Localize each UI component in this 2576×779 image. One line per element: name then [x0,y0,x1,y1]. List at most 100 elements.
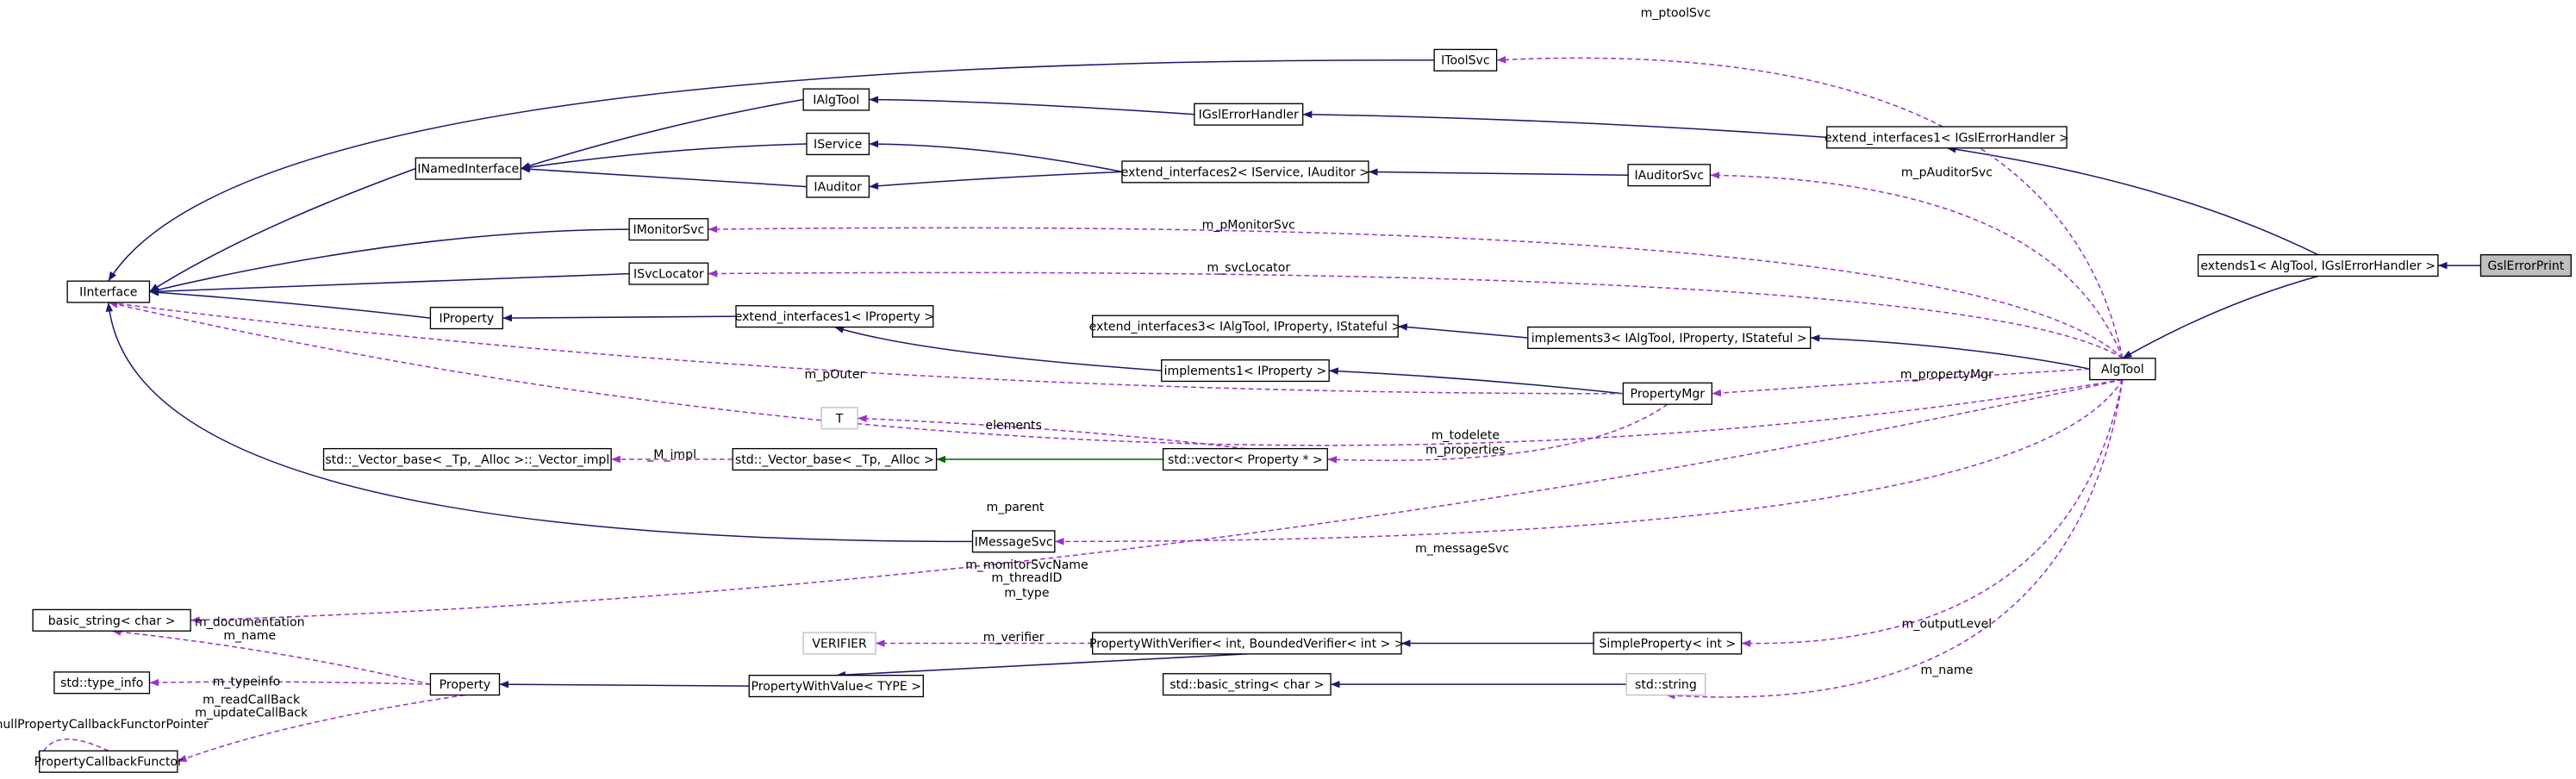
class-box [1622,382,1712,405]
edge-label: m_verifier [983,631,1045,645]
class-label: IToolSvc [1441,54,1490,68]
inheritance-edge [149,289,431,319]
edge-label: m_ptoolSvc [1641,6,1711,20]
class-label: extends1< AlgTool, IGslErrorHandler > [2200,259,2436,273]
usage-edge [1712,368,2090,397]
edge-label: elements [985,419,1041,433]
class-box [322,447,612,471]
class-box [1194,103,1304,126]
inheritance-edge [834,326,1162,371]
edge-label: m_name [223,629,276,643]
class-box [806,132,870,156]
class-box [415,157,521,180]
class-box [1091,632,1402,655]
inheritance-edge [869,96,1194,115]
class-label: IGslErrorHandler [1199,109,1299,122]
class-box [66,280,151,303]
class-box [802,632,876,655]
class-box [1121,160,1369,184]
inheritance-edge [2122,275,2318,359]
edge-label: m_typeinfo [213,675,281,689]
edge-label: m_outputLevel [1902,618,1992,632]
class-box [429,307,503,330]
class-box [2479,254,2572,277]
usage-edge [1710,171,2124,359]
class-label: IInterface [79,286,137,300]
class-label: std::string [1635,678,1697,692]
class-label: IMessageSvc [975,535,1053,549]
class-label: std::vector< Property * > [1168,453,1323,467]
usage-edge [1054,379,2124,545]
class-label: extend_interfaces2< IService, IAuditor > [1121,165,1369,179]
class-box [1162,447,1328,471]
edge-label: m_name [1921,664,1974,677]
class-label: IService [814,138,862,152]
class-box [1826,126,2068,149]
edge-label: _M_impl [646,448,696,462]
edge-label: m_parent [987,501,1045,514]
edge-label: m_svcLocator [1207,261,1290,275]
class-label: PropertyWithVerifier< int, BoundedVerifi… [1089,637,1405,651]
class-box [628,218,709,241]
inheritance-edge [1329,367,1624,395]
usage-edge [708,225,2124,359]
inheritance-edge [149,228,630,294]
class-label: PropertyMgr [1631,388,1706,402]
class-box [1625,673,1706,696]
edge-label: nullPropertyCallbackFunctorPointer [0,718,209,732]
class-label: implements3< IAlgTool, IProperty, IState… [1531,332,1807,346]
class-box [2089,358,2156,381]
inheritance-edge [108,59,1435,282]
class-box [806,175,870,198]
inheritance-edge [869,171,1123,190]
class-label: std::basic_string< char > [1169,678,1324,692]
usage-edge [108,300,1624,395]
edge-label: m_pOuter [804,368,864,382]
inheritance-edge [105,302,973,543]
usage-edge [190,378,2124,624]
usage-edge [149,678,431,687]
class-box [748,675,924,698]
class-box [2197,254,2439,277]
edge-label: m_todelete [1431,428,1500,442]
class-label: extend_interfaces3< IAlgTool, IProperty,… [1089,321,1402,334]
class-label: INamedInterface [417,163,519,177]
edge-label: m_propertyMgr [1900,368,1993,382]
class-label: IAlgTool [813,93,859,107]
class-box [1593,632,1743,655]
class-box [32,608,191,632]
edge-label: m_updateCallBack [195,707,309,720]
class-label: ISvcLocator [633,268,704,282]
class-label: std::_Vector_base< _Tp, _Alloc > [735,453,934,467]
class-box [628,262,709,285]
class-label: implements1< IProperty > [1164,365,1327,378]
class-box [1627,164,1712,187]
edge-label: m_threadID [991,571,1062,585]
usage-edge [1741,379,2124,647]
class-label: basic_string< char > [48,614,176,628]
inheritance-edge [1368,168,1629,176]
class-label: extend_interfaces1< IProperty > [735,310,934,324]
class-label: IAuditor [814,181,862,195]
inheritance-edge [521,143,807,171]
inheritance-edge [502,314,737,322]
class-label: SimpleProperty< int > [1599,637,1736,651]
usage-edge [177,694,465,763]
class-box [39,750,178,773]
inheritance-edge [149,167,416,293]
class-box [735,305,934,328]
edge-label: m_type [1004,586,1049,600]
inheritance-edge [1946,146,2319,256]
inheritance-edge [499,680,750,689]
edge-label: m_messageSvc [1415,542,1509,556]
inheritance-edge [521,165,808,188]
class-label: extend_interfaces1< IGslErrorHandler > [1824,131,2069,145]
class-box [820,407,858,430]
class-label: PropertyWithValue< TYPE > [752,680,922,694]
inheritance-edge [1302,110,1827,139]
class-box [971,530,1056,553]
usage-edge [1665,379,2124,700]
class-label: IAuditorSvc [1634,169,1704,183]
